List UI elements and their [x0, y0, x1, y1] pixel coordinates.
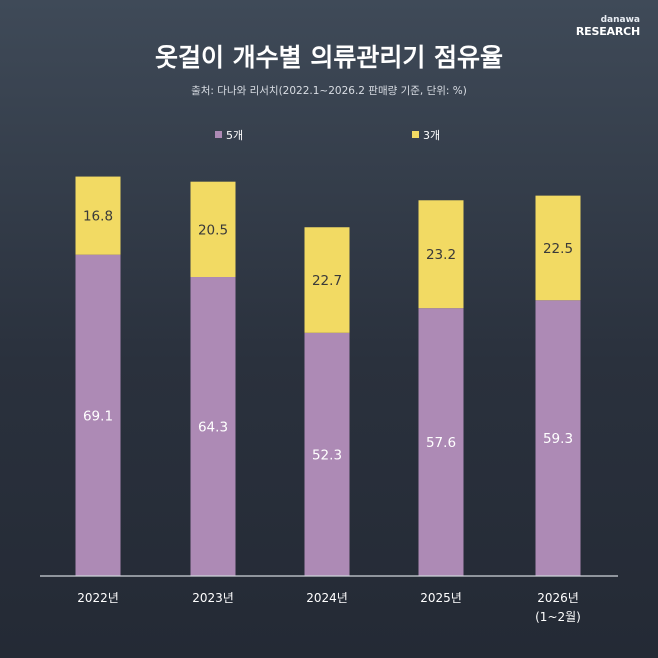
bar-five-0 — [75, 254, 121, 576]
legend-swatch-5 — [215, 131, 222, 138]
value-label-three-1: 20.5 — [198, 222, 228, 238]
brand-logo: danawa RESEARCH — [575, 15, 640, 38]
value-label-five-0: 69.1 — [83, 408, 113, 424]
category-label-0: 2022년 — [77, 591, 119, 605]
chart-subtitle: 출처: 다나와 리서치(2022.1~2026.2 판매량 기준, 단위: %) — [191, 85, 467, 97]
category-label-3: 2025년 — [420, 591, 462, 605]
bar-three-0 — [75, 176, 121, 255]
category-label-4: 2026년 — [537, 591, 579, 605]
value-label-five-2: 52.3 — [312, 447, 342, 463]
category-note-4: (1~2월) — [535, 610, 581, 624]
bar-five-1 — [190, 277, 236, 576]
bar-five-4 — [535, 300, 581, 576]
legend-label-5: 5개 — [226, 129, 244, 142]
bar-three-1 — [190, 181, 236, 278]
value-label-three-0: 16.8 — [83, 209, 113, 225]
bar-five-3 — [418, 308, 464, 576]
chart-title: 옷걸이 개수별 의류관리기 점유율 — [154, 43, 504, 72]
bar-three-4 — [535, 195, 581, 301]
legend-item-5: 5개 — [215, 127, 243, 143]
value-label-five-4: 59.3 — [543, 431, 573, 447]
value-label-five-3: 57.6 — [426, 435, 456, 451]
bar-three-2 — [304, 227, 350, 333]
value-label-three-2: 22.7 — [312, 273, 342, 289]
value-label-five-1: 64.3 — [198, 420, 228, 436]
value-label-three-3: 23.2 — [426, 247, 456, 263]
bar-five-2 — [304, 332, 350, 576]
category-label-1: 2023년 — [192, 591, 234, 605]
bar-three-3 — [418, 200, 464, 309]
brand-small: danawa — [600, 15, 640, 25]
legend: 5개 3개 — [0, 127, 658, 143]
brand-big: RESEARCH — [575, 25, 640, 38]
legend-item-3: 3개 — [412, 127, 440, 143]
category-label-2: 2024년 — [306, 591, 348, 605]
value-label-three-4: 22.5 — [543, 241, 573, 257]
legend-swatch-3 — [412, 131, 419, 138]
legend-label-3: 3개 — [423, 129, 441, 142]
